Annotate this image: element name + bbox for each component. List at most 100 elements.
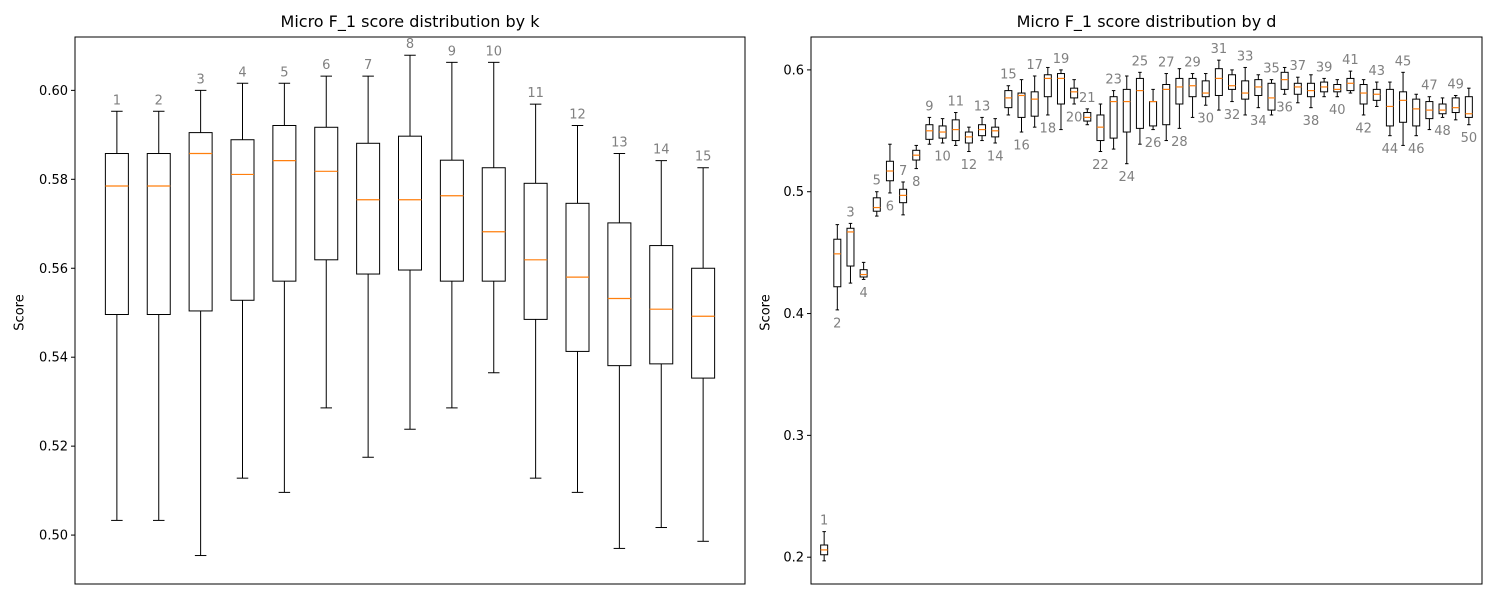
iqr-box <box>314 126 339 261</box>
y-tick-label: 0.56 <box>39 262 68 277</box>
iqr-box <box>1056 73 1065 105</box>
box-36: 36 <box>1276 66 1293 116</box>
iqr-box <box>523 182 548 320</box>
iqr-box <box>1359 84 1368 105</box>
box-annotation: 34 <box>1250 114 1267 129</box>
box-13: 13 <box>974 99 991 142</box>
iqr-box <box>1293 82 1302 95</box>
box-annotation: 47 <box>1421 79 1438 94</box>
box-annotation: 31 <box>1211 42 1228 57</box>
iqr-box <box>1122 88 1131 133</box>
box-annotation: 29 <box>1184 56 1201 71</box>
box-annotation: 28 <box>1171 135 1188 150</box>
box-annotation: 2 <box>833 316 841 331</box>
box-annotation: 43 <box>1368 64 1385 79</box>
box-annotation: 11 <box>527 86 544 101</box>
iqr-box <box>398 135 422 271</box>
y-tick-label: 0.54 <box>39 351 68 366</box>
box-12: 12 <box>565 107 590 493</box>
iqr-box <box>1188 77 1197 98</box>
y-tick-label: 0.2 <box>783 551 804 566</box>
box-7: 7 <box>899 164 907 216</box>
box-5: 5 <box>272 65 297 493</box>
iqr-box <box>1399 91 1408 123</box>
box-22: 22 <box>1092 103 1109 173</box>
box-11: 11 <box>947 95 964 146</box>
box-20: 20 <box>1066 79 1082 125</box>
box-31: 31 <box>1211 42 1228 111</box>
iqr-box <box>1372 88 1381 101</box>
box-46: 46 <box>1408 93 1424 157</box>
iqr-box <box>1083 112 1092 122</box>
box-annotation: 24 <box>1118 170 1135 185</box>
box-4: 4 <box>230 65 255 479</box>
iqr-box <box>1451 97 1460 114</box>
box-annotation: 10 <box>934 149 951 164</box>
y-tick-label: 0.3 <box>783 429 804 444</box>
iqr-box <box>1346 77 1355 92</box>
box-1: 1 <box>820 514 828 562</box>
box-4: 4 <box>859 261 868 301</box>
iqr-box <box>1464 96 1473 118</box>
y-tick-label: 0.4 <box>783 307 804 322</box>
box-15: 15 <box>1000 68 1017 116</box>
iqr-box <box>104 153 129 316</box>
box-33: 33 <box>1237 49 1254 116</box>
box-6: 6 <box>314 58 339 409</box>
box-annotation: 16 <box>1013 138 1030 153</box>
box-annotation: 14 <box>987 149 1004 164</box>
box-3: 3 <box>188 72 213 557</box>
box-annotation: 6 <box>886 199 894 214</box>
box-annotation: 4 <box>238 65 246 80</box>
y-tick-label: 0.58 <box>39 173 68 188</box>
box-17: 17 <box>1026 58 1043 128</box>
box-11: 11 <box>523 86 548 479</box>
box-annotation: 12 <box>961 158 978 173</box>
box-annotation: 13 <box>974 99 991 114</box>
iqr-box <box>481 167 506 282</box>
boxplot-panel-k: 0.500.520.540.560.580.601 23 4 5 6 78 9 1011121… <box>39 36 746 585</box>
box-10: 10 <box>934 118 951 164</box>
box-annotation: 48 <box>1434 124 1451 139</box>
iqr-box <box>833 238 842 288</box>
box-23: 23 <box>1105 73 1122 150</box>
iqr-box <box>1254 79 1263 96</box>
iqr-box <box>1149 101 1158 127</box>
box-37: 37 <box>1290 59 1306 104</box>
iqr-box <box>272 124 297 282</box>
iqr-box <box>1017 92 1026 118</box>
box-26: 26 <box>1145 88 1161 151</box>
box-13: 13 <box>607 136 632 549</box>
box-21: 21 <box>1079 91 1096 126</box>
box-45: 45 <box>1395 54 1411 146</box>
box-9: 9 <box>439 44 464 409</box>
box-8: 8 <box>398 37 422 430</box>
iqr-box <box>1438 103 1447 115</box>
iqr-box <box>991 126 1000 138</box>
box-15: 15 <box>691 150 716 542</box>
iqr-box <box>1096 114 1105 142</box>
box-29: 29 <box>1184 56 1201 118</box>
iqr-box <box>1030 91 1039 117</box>
axes-frame <box>810 36 1483 585</box>
iqr-box <box>188 132 213 312</box>
box-annotation: 30 <box>1197 112 1214 127</box>
iqr-box <box>1004 90 1013 109</box>
box-annotation: 6 <box>322 58 330 73</box>
iqr-box <box>146 153 171 316</box>
y-tick-label: 0.50 <box>39 529 68 544</box>
box-44: 44 <box>1382 81 1398 157</box>
y-tick-label: 0.5 <box>783 185 804 200</box>
iqr-box <box>1109 96 1118 139</box>
iqr-box <box>951 119 960 142</box>
box-49: 49 <box>1447 77 1464 121</box>
box-annotation: 33 <box>1237 49 1254 64</box>
box-annotation: 38 <box>1303 114 1320 129</box>
box-annotation: 21 <box>1079 91 1096 106</box>
box-annotation: 7 <box>364 58 372 73</box>
y-tick-label: 0.52 <box>39 440 68 455</box>
y-tick-label: 0.60 <box>39 84 68 99</box>
iqr-box <box>1175 77 1184 105</box>
box-47: 47 <box>1421 79 1438 131</box>
box-14: 14 <box>987 118 1004 164</box>
